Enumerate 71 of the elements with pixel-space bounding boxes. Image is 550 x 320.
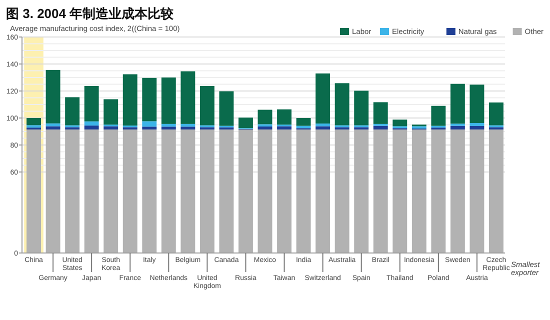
- bar: [373, 126, 388, 130]
- bar: [200, 86, 214, 126]
- bar: [373, 102, 388, 124]
- bar: [219, 91, 234, 126]
- bar: [258, 126, 272, 130]
- bar: [277, 129, 292, 253]
- bar: [161, 124, 176, 127]
- bar: [180, 71, 196, 124]
- bar: [161, 129, 176, 253]
- bar: [161, 78, 176, 124]
- bar: [316, 129, 330, 253]
- bar: [84, 86, 99, 122]
- bar: [180, 124, 196, 127]
- bar: [450, 126, 465, 130]
- bar: [142, 129, 157, 253]
- bar: [26, 129, 41, 253]
- bar: [450, 129, 465, 253]
- bar: [334, 129, 350, 253]
- bar: [470, 129, 484, 253]
- bar: [84, 121, 99, 126]
- bar: [470, 126, 484, 130]
- chart-title: 图 3. 2004 年制造业成本比较: [6, 6, 175, 21]
- bar: [316, 73, 330, 124]
- bar: [46, 129, 60, 253]
- bar: [142, 126, 157, 130]
- bar: [392, 120, 408, 126]
- bar: [104, 99, 118, 125]
- bar: [104, 129, 118, 253]
- bar: [180, 126, 196, 130]
- bar: [161, 126, 176, 130]
- bar: [450, 84, 465, 124]
- bar: [180, 129, 196, 253]
- bar: [238, 118, 253, 128]
- bar: [277, 126, 292, 130]
- bar: [489, 102, 504, 126]
- bar: [431, 106, 446, 126]
- bar: [238, 129, 253, 253]
- bar: [354, 90, 369, 126]
- bar: [84, 126, 99, 130]
- bar: [104, 126, 118, 130]
- bar: [26, 118, 41, 126]
- bar: [489, 129, 504, 253]
- bar: [122, 129, 138, 253]
- bar: [65, 97, 80, 126]
- bar: [412, 126, 426, 129]
- bar: [200, 129, 214, 253]
- bar: [296, 129, 311, 253]
- bar: [470, 84, 484, 123]
- bar: [142, 78, 157, 122]
- bar: [296, 118, 311, 126]
- bar: [470, 122, 484, 126]
- bar: [316, 124, 330, 126]
- bar: [142, 121, 157, 127]
- bar: [46, 70, 60, 124]
- bar: [258, 129, 272, 253]
- bar: [431, 129, 446, 253]
- bar: [334, 83, 350, 126]
- bar: [26, 125, 41, 128]
- bar: [122, 74, 138, 126]
- bar: [412, 129, 426, 253]
- bar: [258, 110, 272, 124]
- bar: [65, 129, 80, 253]
- bar: [392, 129, 408, 253]
- bar: [46, 126, 60, 130]
- bar: [316, 126, 330, 130]
- bar: [258, 124, 272, 127]
- bar: [219, 129, 234, 253]
- bar: [277, 109, 292, 125]
- bar: [354, 129, 369, 253]
- bar: [373, 129, 388, 253]
- bar: [84, 129, 99, 253]
